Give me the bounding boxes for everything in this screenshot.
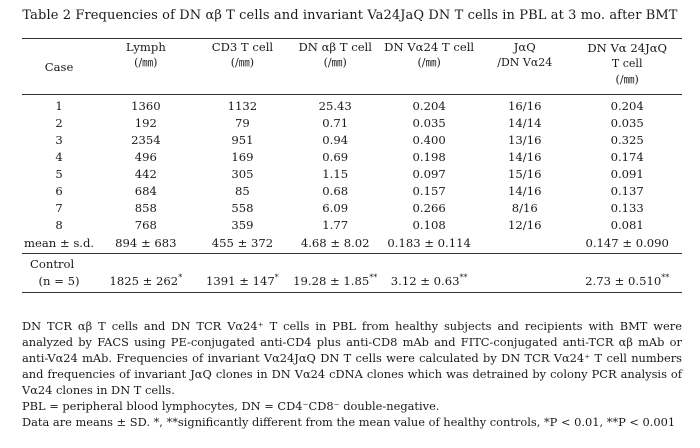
cell-dn-ab: 0.94 bbox=[322, 133, 349, 147]
cell-jaq-ratio: 14/16 bbox=[508, 150, 542, 164]
table-row: 6 684 85 0.68 0.157 14/16 0.137 bbox=[22, 183, 682, 200]
control-cd3: 1391 ± 147* bbox=[206, 273, 279, 288]
mean-label: mean ± s.d. bbox=[24, 236, 95, 250]
cell-dn-va24: 0.157 bbox=[412, 184, 446, 198]
cell-cd3: 305 bbox=[231, 167, 254, 181]
cell-dn-va24jaq: 0.035 bbox=[610, 116, 644, 130]
cell-case: 7 bbox=[55, 201, 63, 215]
control-n: (n = 5) bbox=[38, 274, 80, 288]
cell-dn-va24jaq: 0.174 bbox=[610, 150, 644, 164]
cell-dn-va24: 0.097 bbox=[412, 167, 446, 181]
cell-dn-ab: 1.15 bbox=[322, 167, 349, 181]
cell-case: 5 bbox=[55, 167, 63, 181]
header-row: Case Lymph (/㎜) CD3 T cell (/㎜) DN αβ T ce… bbox=[22, 38, 682, 95]
header-case: Case bbox=[44, 59, 74, 74]
cell-cd3: 169 bbox=[231, 150, 254, 164]
cell-dn-ab: 1.77 bbox=[322, 218, 349, 232]
cell-jaq-ratio: 12/16 bbox=[508, 218, 542, 232]
header-dn-ab: DN αβ T cell (/㎜) bbox=[298, 40, 372, 69]
footnote-methods: DN TCR αβ T cells and DN TCR Vα24⁺ T cel… bbox=[22, 319, 682, 397]
table-row: 4 496 169 0.69 0.198 14/16 0.174 bbox=[22, 149, 682, 166]
cell-case: 1 bbox=[55, 99, 63, 113]
cell-jaq-ratio: 15/16 bbox=[508, 167, 542, 181]
cell-lymph: 684 bbox=[134, 184, 157, 198]
footnote-abbreviations: PBL = peripheral blood lymphocytes, DN =… bbox=[22, 399, 440, 413]
table-row: 5 442 305 1.15 0.097 15/16 0.091 bbox=[22, 166, 682, 183]
mean-cd3: 455 ± 372 bbox=[211, 236, 274, 250]
cell-jaq-ratio: 14/16 bbox=[508, 184, 542, 198]
cell-dn-va24: 0.266 bbox=[412, 201, 446, 215]
cell-case: 4 bbox=[55, 150, 63, 164]
table-row: 2 192 79 0.71 0.035 14/14 0.035 bbox=[22, 115, 682, 132]
mean-dn-va24: 0.183 ± 0.114 bbox=[387, 236, 471, 250]
mean-jaq-ratio bbox=[477, 234, 572, 254]
cell-dn-va24jaq: 0.204 bbox=[610, 99, 644, 113]
cell-dn-ab: 0.68 bbox=[322, 184, 349, 198]
cell-jaq-ratio: 14/14 bbox=[508, 116, 542, 130]
header-dn-va24jaq: DN Vα 24JαQ T cell (/㎜) bbox=[587, 41, 668, 86]
control-label: Control bbox=[30, 257, 75, 271]
control-jaq-ratio bbox=[477, 273, 572, 293]
cell-jaq-ratio: 8/16 bbox=[511, 201, 538, 215]
header-cd3: CD3 T cell (/㎜) bbox=[211, 40, 274, 69]
cell-dn-ab: 6.09 bbox=[322, 201, 349, 215]
cell-jaq-ratio: 16/16 bbox=[508, 99, 542, 113]
cell-dn-va24: 0.400 bbox=[412, 133, 446, 147]
header-jaq-ratio: JαQ/DN Vα24 bbox=[497, 40, 553, 69]
mean-lymph: 894 ± 683 bbox=[115, 236, 177, 250]
cell-cd3: 951 bbox=[231, 133, 254, 147]
cell-cd3: 1132 bbox=[227, 99, 258, 113]
control-dn-va24jaq: 2.73 ± 0.510** bbox=[585, 273, 670, 288]
control-lymph: 1825 ± 262* bbox=[109, 273, 183, 288]
cell-dn-va24: 0.108 bbox=[412, 218, 446, 232]
cell-dn-va24jaq: 0.091 bbox=[610, 167, 644, 181]
cell-case: 6 bbox=[55, 184, 63, 198]
cell-dn-ab: 25.43 bbox=[318, 99, 352, 113]
cell-dn-ab: 0.69 bbox=[322, 150, 349, 164]
table-row: 7 858 558 6.09 0.266 8/16 0.133 bbox=[22, 200, 682, 217]
cell-dn-va24jaq: 0.081 bbox=[610, 218, 644, 232]
cell-dn-ab: 0.71 bbox=[322, 116, 349, 130]
cell-cd3: 85 bbox=[235, 184, 250, 198]
cell-dn-va24jaq: 0.325 bbox=[610, 133, 644, 147]
cell-lymph: 858 bbox=[134, 201, 157, 215]
mean-row: mean ± s.d. 894 ± 683 455 ± 372 4.68 ± 8… bbox=[22, 234, 682, 254]
cell-dn-va24: 0.204 bbox=[412, 99, 446, 113]
control-dn-va24: 3.12 ± 0.63** bbox=[390, 273, 468, 288]
cell-lymph: 768 bbox=[134, 218, 157, 232]
cell-case: 2 bbox=[55, 116, 63, 130]
cell-case: 3 bbox=[55, 133, 63, 147]
control-label-row: Control bbox=[22, 253, 682, 274]
table-caption: Table 2 Frequencies of DN αβ T cells and… bbox=[22, 8, 678, 23]
cell-cd3: 359 bbox=[231, 218, 254, 232]
mean-dn-va24jaq: 0.147 ± 0.090 bbox=[585, 236, 669, 250]
cell-jaq-ratio: 13/16 bbox=[508, 133, 542, 147]
table-row: 3 2354 951 0.94 0.400 13/16 0.325 bbox=[22, 132, 682, 149]
table-row: 8 768 359 1.77 0.108 12/16 0.081 bbox=[22, 217, 682, 234]
frequency-table: Case Lymph (/㎜) CD3 T cell (/㎜) DN αβ T ce… bbox=[22, 38, 682, 293]
cell-lymph: 442 bbox=[134, 167, 157, 181]
cell-dn-va24: 0.035 bbox=[412, 116, 446, 130]
cell-cd3: 558 bbox=[231, 201, 254, 215]
control-dn-ab: 19.28 ± 1.85** bbox=[293, 273, 378, 288]
table-row: 1 1360 1132 25.43 0.204 16/16 0.204 bbox=[22, 94, 682, 116]
cell-lymph: 192 bbox=[134, 116, 157, 130]
cell-lymph: 496 bbox=[134, 150, 157, 164]
cell-dn-va24jaq: 0.133 bbox=[610, 201, 644, 215]
header-lymph: Lymph (/㎜) bbox=[125, 40, 166, 69]
cell-case: 8 bbox=[55, 218, 63, 232]
mean-dn-ab: 4.68 ± 8.02 bbox=[300, 236, 370, 250]
cell-dn-va24jaq: 0.137 bbox=[610, 184, 644, 198]
cell-lymph: 2354 bbox=[131, 133, 161, 147]
cell-cd3: 79 bbox=[235, 116, 250, 130]
footnote-statistics: Data are means ± SD. *, **significantly … bbox=[22, 415, 676, 429]
cell-lymph: 1360 bbox=[131, 99, 161, 113]
header-dn-va24: DN Vα24 T cell (/㎜) bbox=[384, 40, 475, 69]
control-row: (n = 5) 1825 ± 262* 1391 ± 147* 19.28 ± … bbox=[22, 273, 682, 293]
table-footnotes: DN TCR αβ T cells and DN TCR Vα24⁺ T cel… bbox=[22, 318, 682, 430]
cell-dn-va24: 0.198 bbox=[412, 150, 446, 164]
